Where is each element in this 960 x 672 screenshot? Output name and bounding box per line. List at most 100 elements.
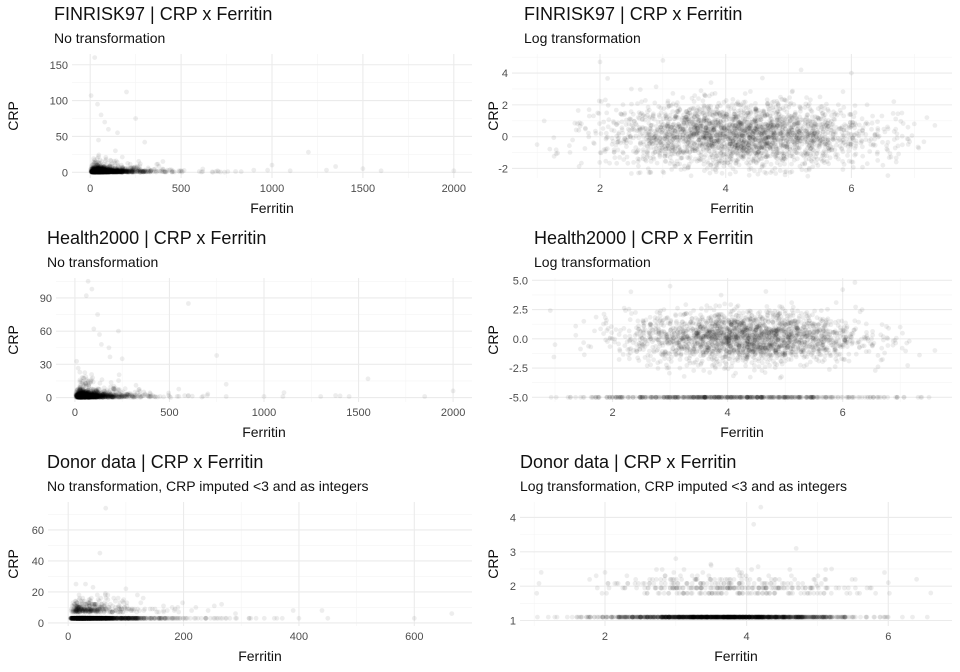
data-point (98, 169, 103, 175)
data-point (695, 105, 701, 110)
data-point (97, 167, 103, 173)
data-point (875, 127, 881, 133)
data-point (745, 138, 751, 144)
data-point (745, 124, 751, 129)
data-point (333, 393, 338, 398)
data-point (885, 173, 891, 179)
data-point (96, 169, 102, 175)
data-point (860, 144, 865, 150)
data-point (900, 142, 905, 148)
data-point (864, 161, 870, 167)
data-point (92, 168, 98, 174)
data-point (121, 169, 127, 175)
data-point (105, 160, 110, 166)
data-point (136, 168, 141, 174)
chart-title: FINRISK97 | CRP x Ferritin (54, 4, 272, 24)
data-point (655, 143, 661, 149)
data-point (111, 169, 117, 175)
data-point (607, 160, 612, 166)
data-point (845, 153, 850, 158)
data-point (100, 167, 105, 173)
data-point (360, 166, 366, 172)
data-point (798, 67, 804, 73)
data-point (727, 150, 733, 156)
data-point (101, 164, 107, 169)
data-point (624, 117, 629, 123)
data-point (640, 113, 646, 119)
data-point (118, 168, 123, 173)
x-tick-label: 1500 (346, 407, 370, 419)
data-point (672, 135, 678, 141)
data-point (93, 169, 99, 175)
data-point (860, 128, 866, 134)
data-point (90, 169, 95, 175)
data-point (105, 169, 111, 174)
data-point (91, 169, 97, 174)
data-point (90, 168, 96, 174)
data-point (122, 169, 128, 175)
data-point (687, 150, 692, 156)
data-point (811, 139, 817, 145)
data-point (113, 166, 118, 172)
data-point (93, 169, 99, 175)
data-point (106, 169, 112, 175)
data-point (97, 169, 103, 174)
data-point (841, 139, 847, 145)
data-point (124, 167, 129, 173)
data-point (92, 168, 97, 174)
data-point (94, 169, 99, 175)
data-point (156, 163, 162, 169)
data-point (116, 168, 122, 174)
data-point (113, 169, 119, 175)
data-point (797, 104, 803, 110)
data-point (805, 121, 811, 127)
data-point (91, 168, 97, 174)
data-point (109, 168, 115, 174)
data-point (809, 109, 815, 115)
data-point (840, 167, 846, 172)
data-point (97, 167, 103, 173)
data-point (840, 134, 845, 139)
data-point (841, 127, 846, 133)
data-point (118, 167, 124, 173)
data-point (151, 167, 157, 172)
data-point (97, 169, 103, 175)
data-point (106, 169, 112, 175)
data-point (98, 165, 103, 171)
data-point (770, 140, 776, 146)
data-point (96, 166, 102, 172)
data-point (869, 120, 875, 126)
data-point (94, 167, 99, 173)
data-point (101, 169, 107, 175)
data-point (98, 169, 103, 175)
data-point (852, 103, 858, 108)
data-point (124, 169, 130, 175)
data-point (91, 169, 96, 175)
data-point (773, 104, 779, 110)
data-point (714, 162, 720, 167)
data-point (853, 141, 859, 146)
data-point (735, 152, 741, 158)
data-point (600, 126, 606, 131)
data-point (895, 143, 901, 149)
data-point (856, 122, 862, 128)
data-point (764, 101, 770, 107)
data-point (611, 149, 617, 155)
data-point (120, 168, 126, 174)
data-point (98, 169, 104, 175)
data-point (715, 118, 721, 123)
data-point (97, 169, 103, 174)
data-point (91, 156, 96, 162)
data-point (679, 155, 684, 161)
data-point (739, 132, 745, 138)
data-point (686, 161, 692, 167)
data-point (98, 112, 104, 118)
data-point (103, 168, 109, 174)
data-point (644, 112, 650, 118)
data-point (92, 165, 97, 171)
y-axis-label: CRP (485, 101, 501, 131)
data-point (820, 153, 825, 159)
data-point (96, 161, 102, 167)
data-point (656, 138, 662, 144)
